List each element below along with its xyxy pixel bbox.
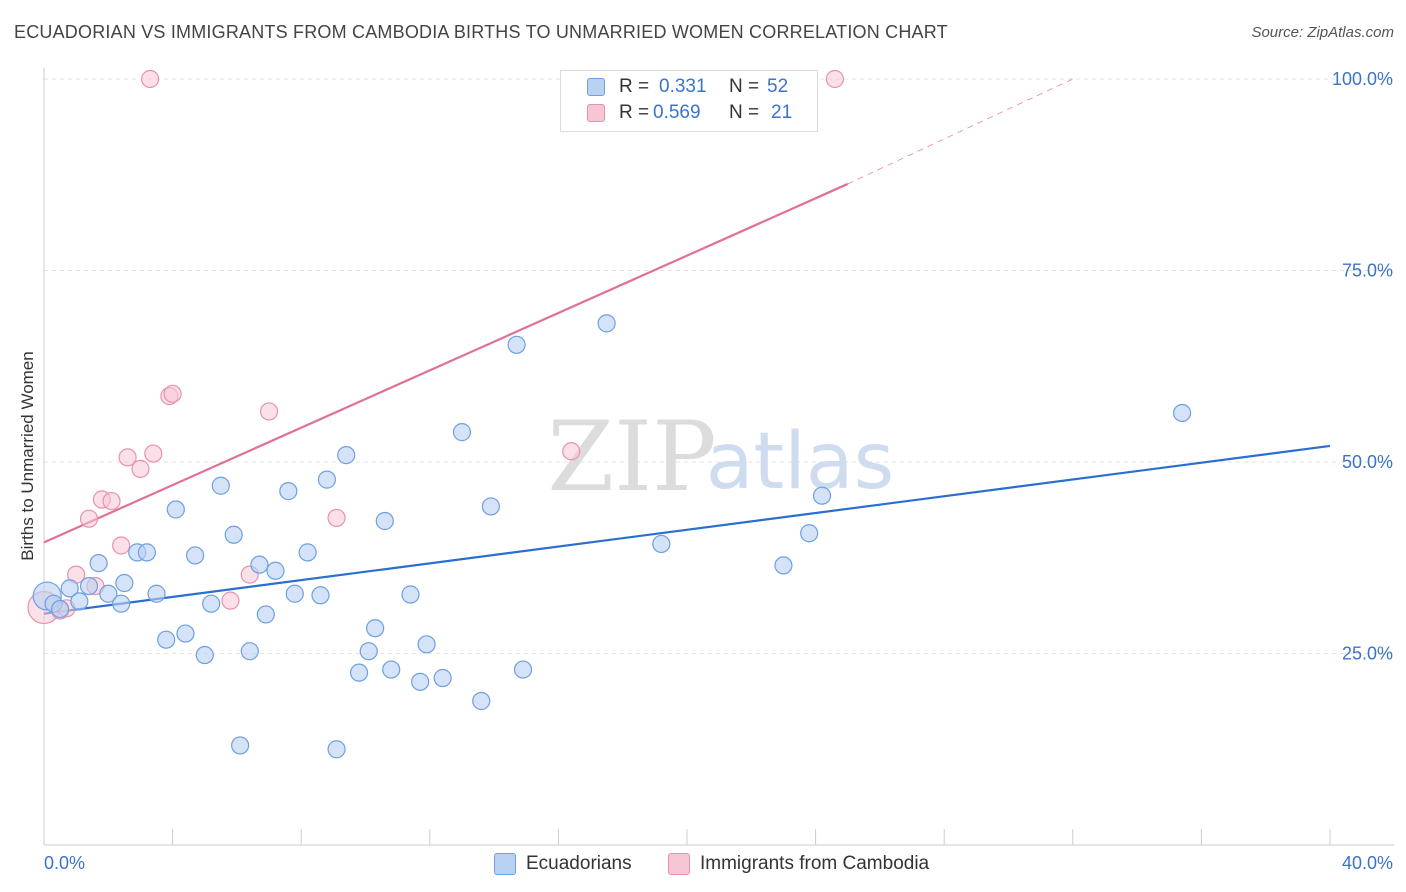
data-point-ecuadorian <box>79 576 99 596</box>
data-point-ecuadorian <box>311 586 330 605</box>
data-point-ecuadorian <box>176 624 195 643</box>
y-axis-label: Births to Unmarried Women <box>18 351 37 560</box>
watermark: ZIP atlas <box>547 401 894 513</box>
data-point-ecuadorian <box>147 584 166 603</box>
data-point-ecuadorian <box>417 635 436 654</box>
source-label: Source: ZipAtlas.com <box>1251 24 1394 41</box>
watermark-atlas: atlas <box>706 417 895 507</box>
data-point-ecuadorian <box>70 592 89 611</box>
data-point-ecuadorian <box>507 335 526 354</box>
data-point-ecuadorian <box>366 619 385 638</box>
legend-label-ecuadorians: Ecuadorians <box>526 853 632 874</box>
data-point-ecuadorian <box>327 740 346 759</box>
data-point-ecuadorian <box>157 630 176 649</box>
legend-n-label: N = <box>729 102 760 123</box>
data-point-cambodia <box>221 591 240 610</box>
legend-r-value: 0.569 <box>653 102 701 123</box>
legend-swatch-blue <box>587 78 605 96</box>
data-point-ecuadorian <box>211 476 230 495</box>
tick-labels: 25.0% 50.0% 75.0% 100.0% 0.0% 40.0% <box>44 69 1393 873</box>
data-point-ecuadorian <box>186 546 205 565</box>
data-point-cambodia <box>327 508 346 528</box>
legend-series: Ecuadorians Immigrants from Cambodia <box>494 852 954 876</box>
axes <box>43 68 1394 846</box>
data-point-cambodia <box>79 509 99 528</box>
data-point-cambodia <box>131 459 150 478</box>
x-tick-label: 40.0% <box>1342 853 1393 873</box>
data-point-ecuadorian <box>597 314 616 333</box>
data-point-ecuadorian <box>279 482 298 501</box>
data-point-ecuadorian <box>433 668 452 688</box>
data-point-ecuadorian <box>359 642 378 661</box>
data-point-ecuadorian <box>240 642 259 661</box>
x-tick-label: 0.0% <box>44 853 85 873</box>
legend-r-label: R = <box>619 76 650 97</box>
legend-n-value: 21 <box>771 102 793 123</box>
data-point-ecuadorian <box>266 561 285 580</box>
data-point-ecuadorian <box>285 584 304 603</box>
data-point-cambodia <box>144 444 163 463</box>
data-point-cambodia <box>825 69 844 89</box>
data-point-ecuadorian <box>472 691 491 711</box>
data-point-ecuadorian <box>652 534 671 554</box>
trend-line-cambodia <box>43 182 849 544</box>
data-point-ecuadorian <box>89 554 108 573</box>
data-point-ecuadorian <box>317 470 337 489</box>
legend-stats: R = 0.331 N = 52 R = 0.569 N = 21 <box>560 70 818 132</box>
data-point-cambodia <box>140 69 160 89</box>
data-point-ecuadorian <box>60 579 79 598</box>
legend-n-label: N = <box>729 76 760 97</box>
data-point-ecuadorian <box>401 585 420 604</box>
data-point-ecuadorian <box>452 423 472 442</box>
chart-title: ECUADORIAN VS IMMIGRANTS FROM CAMBODIA B… <box>14 22 948 42</box>
y-tick-label: 25.0% <box>1342 644 1393 664</box>
data-point-ecuadorian <box>774 556 793 575</box>
data-point-ecuadorian <box>349 663 369 682</box>
data-point-ecuadorian <box>481 497 500 516</box>
legend-r-label: R = <box>619 102 650 123</box>
data-point-ecuadorian <box>224 525 243 544</box>
data-point-ecuadorian <box>99 584 118 603</box>
data-point-cambodia <box>163 384 182 403</box>
data-point-ecuadorian <box>231 736 250 755</box>
data-point-ecuadorian <box>382 660 401 679</box>
data-point-ecuadorian <box>50 599 70 619</box>
data-point-ecuadorian <box>256 605 275 624</box>
data-point-ecuadorian <box>800 524 819 543</box>
data-point-ecuadorian <box>115 573 134 593</box>
trend-line-cambodia-extension <box>847 78 1074 185</box>
legend-swatch-ecuadorians <box>494 853 516 875</box>
data-point-cambodia <box>118 448 137 467</box>
data-point-ecuadorian <box>250 555 269 574</box>
legend-label-cambodia: Immigrants from Cambodia <box>700 853 930 874</box>
data-point-cambodia <box>112 536 131 555</box>
legend-n-value: 52 <box>767 76 789 97</box>
data-point-ecuadorian <box>375 511 394 531</box>
y-tick-label: 50.0% <box>1342 452 1393 472</box>
data-point-ecuadorian <box>1173 403 1192 423</box>
data-point-ecuadorian <box>337 446 356 465</box>
y-tick-label: 75.0% <box>1342 261 1393 281</box>
legend-swatch-cambodia <box>668 853 690 875</box>
data-point-ecuadorian <box>298 543 317 562</box>
data-point-cambodia <box>102 491 121 511</box>
legend-r-value: 0.331 <box>659 76 707 97</box>
legend-swatch-pink <box>587 104 605 122</box>
data-points <box>27 69 1192 759</box>
data-point-cambodia <box>562 442 581 461</box>
data-point-ecuadorian <box>411 672 430 691</box>
trend-lines <box>43 78 1331 615</box>
data-point-ecuadorian <box>202 594 221 613</box>
trend-line-ecuadorians <box>43 444 1331 615</box>
data-point-ecuadorian <box>112 594 131 613</box>
data-point-ecuadorian <box>513 660 533 679</box>
data-point-ecuadorian <box>166 500 185 519</box>
data-point-ecuadorian <box>812 486 832 505</box>
data-point-cambodia <box>259 402 279 421</box>
data-point-ecuadorian <box>195 645 214 665</box>
y-tick-label: 100.0% <box>1332 69 1393 89</box>
data-point-ecuadorian <box>137 543 156 562</box>
